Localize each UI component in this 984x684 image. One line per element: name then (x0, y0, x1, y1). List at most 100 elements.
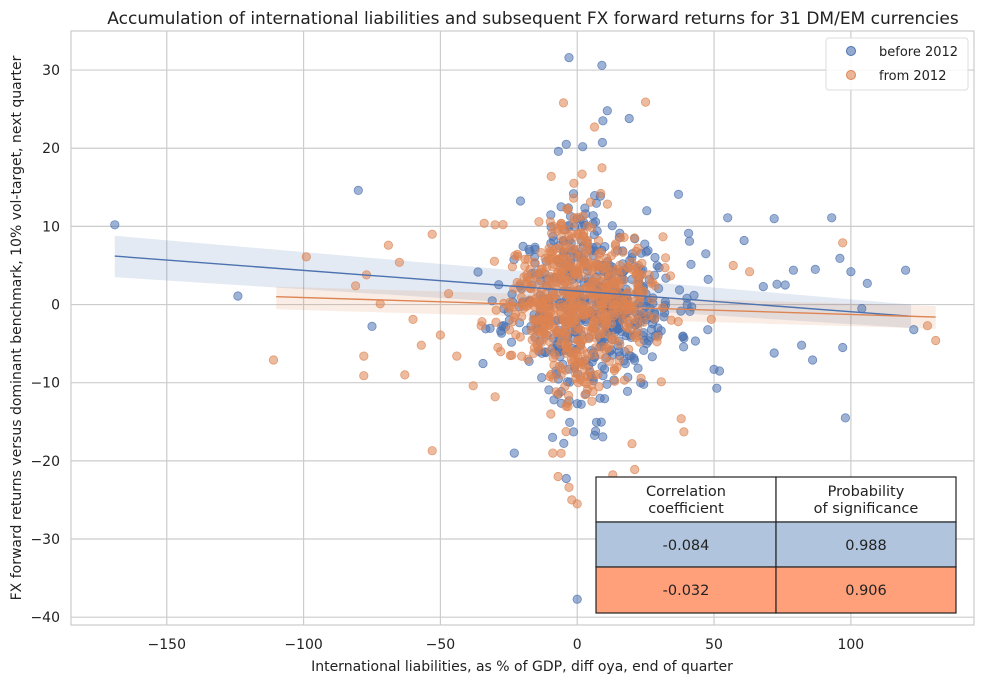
table-header-line: coefficient (648, 501, 724, 517)
point-before-2012 (515, 196, 526, 206)
point-from-2012 (359, 351, 369, 361)
point-before-2012 (690, 336, 701, 346)
point-before-2012 (640, 239, 650, 249)
point-from-2012 (619, 232, 629, 242)
point-before-2012 (561, 139, 571, 149)
point-before-2012 (367, 321, 377, 331)
point-before-2012 (857, 303, 867, 314)
point-before-2012 (862, 278, 872, 288)
point-before-2012 (788, 265, 799, 275)
point-from-2012 (573, 244, 583, 255)
table-row-2-cell-2 (775, 566, 957, 614)
point-from-2012 (479, 218, 489, 228)
table-header-correlation: Correlation coefficient (646, 484, 726, 517)
point-from-2012 (838, 238, 848, 248)
point-before-2012 (838, 342, 848, 353)
point-before-2012 (650, 252, 660, 263)
table-header-cell-1 (595, 476, 777, 523)
x-axis-label: International liabilities, as % of GDP, … (311, 659, 733, 675)
x-tick-label: 50 (705, 637, 723, 653)
point-from-2012 (512, 249, 523, 259)
point-from-2012 (614, 278, 624, 288)
point-from-2012 (527, 296, 537, 306)
point-before-2012 (639, 345, 649, 355)
point-from-2012 (658, 232, 668, 242)
point-before-2012 (622, 386, 633, 396)
regression-lines (114, 255, 936, 318)
table-value-before-probability: 0.988 (845, 538, 887, 554)
point-from-2012 (400, 370, 410, 380)
point-from-2012 (587, 396, 597, 406)
point-before-2012 (110, 220, 120, 230)
point-from-2012 (610, 376, 620, 386)
regression-line-before-2012 (114, 255, 912, 317)
y-tick-label: −20 (30, 454, 60, 470)
point-from-2012 (586, 267, 596, 277)
point-from-2012 (577, 169, 587, 179)
table-value-from-correlation: -0.032 (663, 583, 710, 599)
point-from-2012 (620, 321, 631, 331)
point-from-2012 (560, 277, 571, 287)
point-before-2012 (578, 142, 588, 152)
point-before-2012 (602, 106, 612, 116)
point-from-2012 (591, 311, 602, 321)
point-from-2012 (609, 365, 620, 376)
point-before-2012 (674, 285, 685, 295)
legend-label-from-2012: from 2012 (879, 69, 946, 84)
point-from-2012 (604, 271, 615, 281)
point-from-2012 (468, 381, 478, 391)
point-from-2012 (588, 276, 598, 286)
point-from-2012 (631, 246, 641, 256)
point-before-2012 (703, 325, 713, 335)
point-from-2012 (660, 253, 671, 263)
y-tick-label: 20 (42, 141, 60, 157)
table-row-2-cell-1 (595, 566, 777, 614)
point-from-2012 (628, 265, 638, 275)
point-from-2012 (508, 316, 518, 327)
point-before-2012 (846, 267, 856, 277)
point-from-2012 (587, 350, 597, 360)
point-before-2012 (712, 383, 722, 393)
point-from-2012 (268, 355, 279, 365)
point-before-2012 (564, 52, 574, 63)
point-from-2012 (559, 286, 569, 296)
point-from-2012 (549, 360, 559, 370)
table-row-1-cell-2 (775, 521, 957, 568)
point-from-2012 (601, 318, 611, 328)
point-from-2012 (610, 335, 620, 345)
point-from-2012 (416, 340, 426, 350)
point-from-2012 (548, 448, 558, 458)
plot-frame (70, 30, 975, 626)
table-header-line: of significance (814, 501, 919, 517)
point-from-2012 (576, 263, 586, 273)
y-tick-label: 30 (42, 63, 60, 79)
point-before-2012 (624, 113, 634, 124)
point-before-2012 (598, 432, 608, 442)
point-from-2012 (561, 426, 571, 437)
point-from-2012 (552, 277, 562, 287)
point-before-2012 (547, 432, 558, 442)
table-value-before-correlation: -0.084 (663, 538, 710, 554)
point-from-2012 (525, 264, 535, 274)
point-from-2012 (476, 321, 486, 331)
point-from-2012 (561, 225, 571, 235)
point-from-2012 (566, 302, 576, 312)
point-before-2012 (676, 306, 686, 316)
point-from-2012 (627, 439, 637, 449)
point-from-2012 (588, 386, 598, 397)
point-from-2012 (562, 342, 572, 353)
point-from-2012 (647, 295, 657, 305)
point-from-2012 (491, 317, 501, 327)
point-before-2012 (739, 235, 749, 246)
point-from-2012 (517, 351, 527, 361)
point-from-2012 (545, 271, 555, 281)
point-from-2012 (375, 299, 385, 309)
point-from-2012 (676, 414, 686, 424)
x-tick-label: −100 (284, 637, 322, 653)
point-before-2012 (537, 372, 547, 383)
point-from-2012 (538, 334, 548, 344)
point-from-2012 (548, 311, 559, 321)
table-header-line: Probability (828, 484, 905, 500)
point-from-2012 (531, 317, 541, 327)
